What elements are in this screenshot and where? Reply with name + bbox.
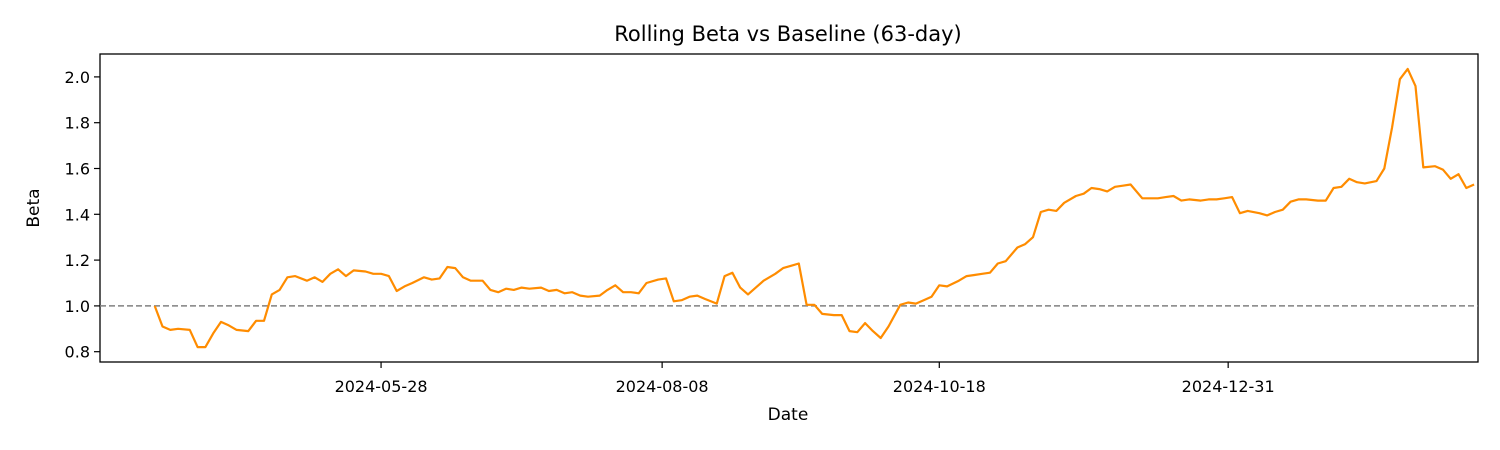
x-tick-label: 2024-08-08 [616,377,709,396]
y-tick-label: 1.2 [65,251,90,270]
y-axis-label: Beta [24,188,44,227]
y-tick-label: 1.0 [65,297,90,316]
x-axis: 2024-05-28 2024-08-08 2024-10-18 2024-12-31 [335,362,1275,396]
x-tick-label: 2024-10-18 [893,377,986,396]
y-tick-label: 2.0 [65,68,90,87]
y-axis: 0.8 1.0 1.2 1.4 1.6 1.8 2.0 [65,68,100,362]
x-axis-label: Date [768,405,809,425]
x-tick-label: 2024-12-31 [1182,377,1275,396]
y-tick-label: 1.8 [65,114,90,133]
plot-area [99,53,1479,363]
y-tick-label: 1.4 [65,205,90,224]
y-tick-label: 1.6 [65,159,90,178]
y-tick-label: 0.8 [65,343,90,362]
series-line [153,67,1475,349]
chart-title: Rolling Beta vs Baseline (63-day) [614,22,961,46]
x-tick-label: 2024-05-28 [335,377,428,396]
